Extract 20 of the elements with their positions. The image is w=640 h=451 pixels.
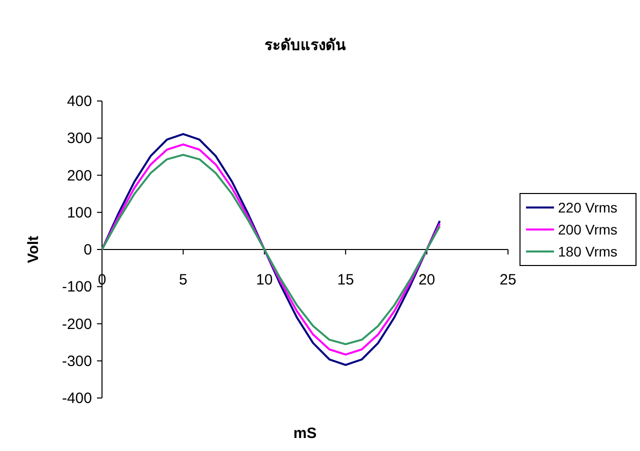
legend-label: 180 Vrms [558, 244, 618, 260]
y-tick-label: 300 [66, 130, 92, 148]
x-tick-label: 5 [179, 272, 188, 288]
y-axis-title: Volt [25, 236, 42, 264]
x-tick-label: 15 [337, 272, 354, 288]
x-tick-label: 20 [418, 272, 436, 288]
y-tick-label: 200 [66, 167, 92, 184]
x-axis-title: mS [293, 425, 317, 442]
y-tick-label: -200 [62, 316, 92, 333]
y-tick-label: 100 [66, 204, 92, 222]
legend-label: 200 Vrms [558, 222, 618, 238]
y-tick-label: -400 [62, 390, 92, 407]
x-tick-label: 10 [256, 272, 273, 288]
legend-label: 220 Vrms [558, 200, 618, 216]
y-tick-label: -300 [62, 352, 92, 370]
y-tick-label: -100 [62, 278, 92, 296]
y-tick-label: 0 [84, 242, 92, 258]
chart-title: ระดับแรงดัน [264, 37, 346, 54]
y-tick-label: 400 [66, 93, 92, 110]
x-tick-label: 25 [500, 272, 516, 288]
